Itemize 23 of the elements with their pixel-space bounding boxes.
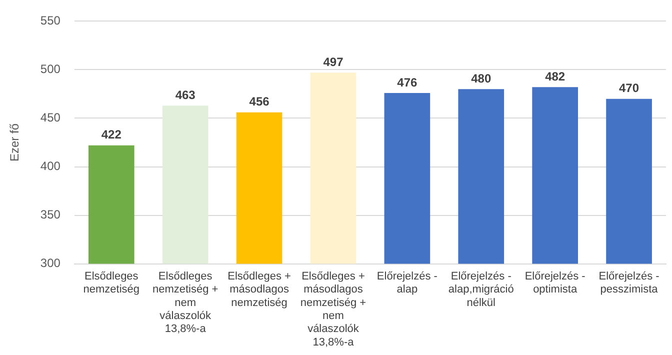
x-tick-label: Előrejelzés - alap,migráció nélkül [448, 270, 514, 309]
x-tick-label: Elsődleges nemzetiség [83, 270, 140, 296]
data-label: 470 [619, 81, 640, 96]
data-label: 422 [101, 128, 122, 142]
y-tick-label: 400 [40, 159, 61, 174]
x-tick-label: Előrejelzés - pesszimista [598, 270, 660, 296]
y-axis-title: Ezer fő [8, 123, 22, 162]
y-tick-label: 350 [40, 208, 61, 222]
data-label: 482 [545, 70, 566, 84]
y-tick-label: 550 [40, 14, 61, 28]
x-tick-label: Elsődleges + másodlagos nemzetiség + nem válaszolók 13,8%-a [300, 270, 366, 348]
y-tick-label: 300 [40, 256, 61, 270]
x-tick-label: Elsődleges + másodlagos nemzetiség [228, 270, 291, 309]
x-tick-label: Előrejelzés - alap [376, 270, 438, 296]
x-tick-label: Elsődleges nemzetiség + nem válaszolók 13,8%-a [152, 270, 218, 336]
data-label: 456 [249, 94, 270, 109]
x-tick-label: Előrejelzés - optimista [524, 270, 586, 296]
data-label: 480 [471, 71, 492, 86]
y-tick-label: 450 [40, 110, 61, 125]
data-label: 497 [323, 54, 344, 69]
data-label: 476 [397, 75, 418, 90]
y-tick-label: 500 [40, 62, 61, 76]
data-label: 463 [175, 88, 196, 102]
